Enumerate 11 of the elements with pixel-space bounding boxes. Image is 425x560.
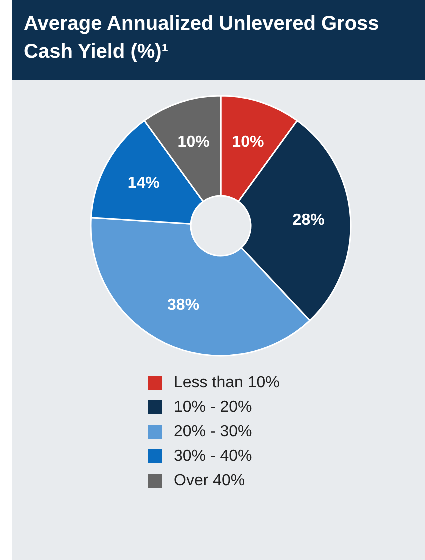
data-label: 14%: [128, 175, 160, 192]
data-label: 28%: [292, 212, 325, 229]
data-label: 38%: [168, 297, 200, 314]
chart-title: Average Annualized Unlevered Gross Cash Yield (%)¹: [24, 13, 380, 63]
legend-label: Over 40%: [174, 472, 246, 490]
legend-label: 20% - 30%: [174, 424, 252, 440]
data-label: 10%: [178, 134, 210, 151]
data-label: 10%: [232, 134, 264, 151]
legend-label: 10% - 20%: [174, 399, 252, 416]
legend-label: 30% - 40%: [174, 448, 252, 465]
legend-label: Less than 10%: [174, 374, 280, 392]
